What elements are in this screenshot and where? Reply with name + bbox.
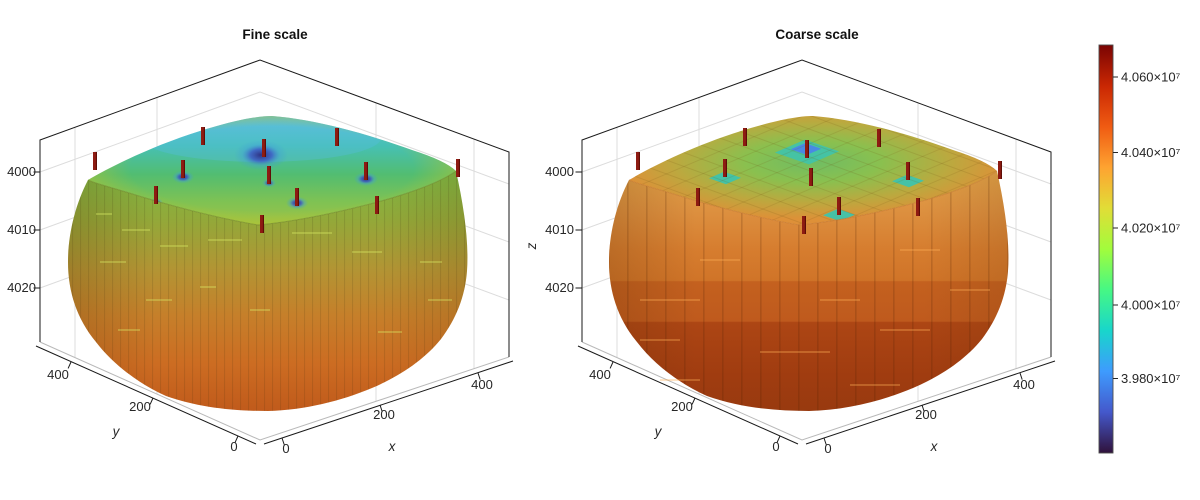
z-tick-label: 4020 (7, 280, 36, 295)
coarse-cell-highlights (640, 249, 990, 386)
z-tick-label: 4010 (545, 222, 574, 237)
fine-top-edge (87, 170, 457, 226)
well-marker (998, 161, 1002, 179)
colorbar-gradient (1098, 44, 1114, 454)
colorbar-tick-label: 4.060×10⁷ (1121, 70, 1181, 85)
well-marker (364, 162, 368, 180)
fine-wells (93, 127, 460, 233)
fine-title: Fine scale (242, 27, 308, 42)
well-marker (260, 215, 264, 233)
box-back-edges (581, 59, 1052, 357)
well-marker (154, 186, 158, 204)
well-marker (809, 168, 813, 186)
well-marker (916, 198, 920, 216)
z-tick-label: 4020 (545, 280, 574, 295)
y-tick-label: 400 (47, 367, 69, 382)
coarse-ylabel: y (654, 424, 663, 439)
well-marker (267, 166, 271, 184)
coarse-mound (609, 116, 1009, 411)
x-tick-label: 200 (373, 407, 395, 422)
y-tick-label: 0 (772, 439, 779, 454)
y-tick-label: 200 (129, 399, 151, 414)
x-tick-label: 0 (824, 441, 831, 456)
axis-rulers (577, 345, 1056, 445)
y-tick-label: 200 (671, 399, 693, 414)
coarse-top-edge (628, 170, 998, 226)
well-marker (723, 159, 727, 177)
fine-cell-highlights (96, 213, 452, 333)
well-marker (802, 216, 806, 234)
well-marker (743, 128, 747, 146)
z-tick-label: 4000 (545, 164, 574, 179)
box-back-edges (39, 59, 510, 357)
colorbar-tick-label: 4.020×10⁷ (1121, 221, 1181, 236)
well-marker (906, 162, 910, 180)
axis-tick-marks (33, 171, 481, 445)
well-marker (877, 129, 881, 147)
well-marker (375, 196, 379, 214)
well-marker (262, 139, 266, 157)
coarse-zlabel: z (524, 242, 539, 250)
y-tick-label: 0 (230, 439, 237, 454)
well-marker (636, 152, 640, 170)
colorbar-tick-label: 3.980×10⁷ (1121, 371, 1181, 386)
well-marker (805, 140, 809, 158)
coarse-wells (636, 128, 1002, 234)
colorbar-tick-label: 4.040×10⁷ (1121, 145, 1181, 160)
z-tick-label: 4000 (7, 164, 36, 179)
well-marker (181, 160, 185, 178)
axis-rulers (35, 345, 514, 445)
well-marker (335, 128, 339, 146)
well-marker (93, 152, 97, 170)
x-tick-label: 0 (282, 441, 289, 456)
colorbar-ticks: 4.060×10⁷ 4.040×10⁷ 4.020×10⁷ 4.000×10⁷ 3.98… (1113, 70, 1181, 386)
fine-ylabel: y (112, 424, 121, 439)
z-tick-label: 4010 (7, 222, 36, 237)
box-bottom-edge (581, 341, 1052, 441)
coarse-title: Coarse scale (775, 27, 859, 42)
y-tick-label: 400 (589, 367, 611, 382)
well-marker (837, 197, 841, 215)
fine-mound (68, 116, 468, 411)
well-marker (456, 159, 460, 177)
colorbar-tick-label: 4.000×10⁷ (1121, 298, 1181, 313)
x-tick-label: 400 (471, 377, 493, 392)
x-tick-label: 400 (1013, 377, 1035, 392)
colorbar: 4.060×10⁷ 4.040×10⁷ 4.020×10⁷ 4.000×10⁷ 3.98… (1098, 44, 1181, 454)
well-marker (295, 188, 299, 206)
well-marker (696, 188, 700, 206)
axis-tick-marks (575, 171, 1023, 445)
coarse-xlabel: x (930, 439, 939, 454)
well-marker (201, 127, 205, 145)
x-tick-label: 200 (915, 407, 937, 422)
fine-xlabel: x (388, 439, 397, 454)
box-bottom-edge (39, 341, 510, 441)
